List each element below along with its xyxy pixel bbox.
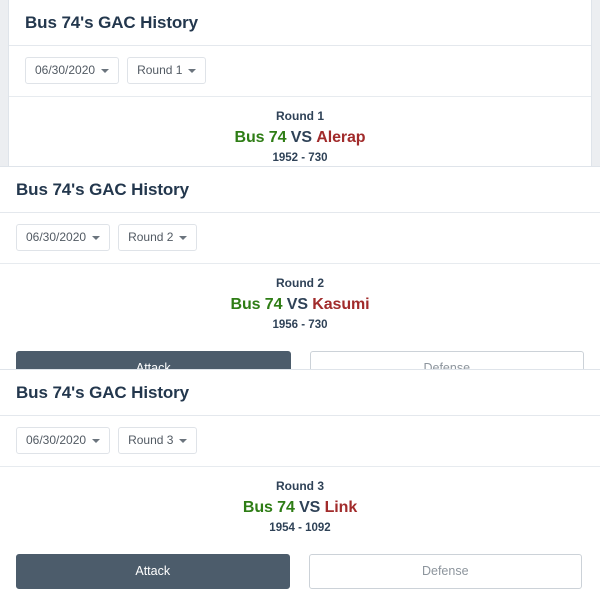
match-round-label: Round 3 [276,479,324,493]
page-title: Bus 74's GAC History [25,13,199,32]
round-dropdown[interactable]: Round 3 [118,427,198,454]
gac-history-card-3: Bus 74's GAC History 06/30/2020 Round 3 … [0,369,600,603]
filter-bar: 06/30/2020 Round 2 [0,213,600,264]
caret-down-icon [92,439,101,443]
team-self-name: Bus 74 [242,498,295,516]
date-dropdown[interactable]: 06/30/2020 [16,427,111,454]
card-header: Bus 74's GAC History [9,0,591,46]
card-header: Bus 74's GAC History [0,167,600,213]
gac-history-card-2: Bus 74's GAC History 06/30/2020 Round 2 … [0,166,600,402]
filter-bar: 06/30/2020 Round 3 [0,416,600,467]
match-teams: Bus 74 VS Link [16,497,584,518]
match-teams: Bus 74 VS Alerap [25,127,575,148]
attack-button[interactable]: Attack [16,554,290,590]
date-dropdown-label: 06/30/2020 [26,230,87,244]
page-title: Bus 74's GAC History [16,383,190,402]
round-dropdown[interactable]: Round 2 [118,224,198,251]
team-self-name: Bus 74 [230,295,283,313]
defense-button[interactable]: Defense [308,554,582,590]
vs-label: VS [299,498,321,516]
caret-down-icon [179,236,188,240]
caret-down-icon [188,69,197,73]
match-summary: Round 2 Bus 74 VS Kasumi 1956 - 730 [16,276,584,333]
round-dropdown[interactable]: Round 1 [127,57,207,84]
team-rival-name: Link [324,498,358,516]
caret-down-icon [179,439,188,443]
gac-history-card-1: Bus 74's GAC History 06/30/2020 Round 1 … [8,0,592,178]
round-dropdown-label: Round 2 [128,230,174,244]
action-buttons: Attack Defense [0,546,600,603]
card-header: Bus 74's GAC History [0,370,600,416]
caret-down-icon [92,236,101,240]
filter-bar: 06/30/2020 Round 1 [9,46,591,97]
match-score: 1956 - 730 [272,318,328,331]
team-self-name: Bus 74 [234,128,287,146]
page-title: Bus 74's GAC History [16,180,190,199]
match-score: 1952 - 730 [272,151,328,164]
match-score: 1954 - 1092 [269,521,331,534]
card-body: Round 3 Bus 74 VS Link 1954 - 1092 [0,467,600,546]
match-summary: Round 3 Bus 74 VS Link 1954 - 1092 [16,479,584,536]
match-round-label: Round 1 [276,109,324,123]
team-rival-name: Kasumi [312,295,370,313]
match-summary: Round 1 Bus 74 VS Alerap 1952 - 730 [25,109,575,166]
team-rival-name: Alerap [316,128,366,146]
date-dropdown[interactable]: 06/30/2020 [25,57,120,84]
date-dropdown-label: 06/30/2020 [26,433,87,447]
date-dropdown[interactable]: 06/30/2020 [16,224,111,251]
round-dropdown-label: Round 3 [128,433,174,447]
match-round-label: Round 2 [276,276,324,290]
caret-down-icon [101,69,110,73]
match-teams: Bus 74 VS Kasumi [16,294,584,315]
vs-label: VS [286,295,308,313]
vs-label: VS [290,128,312,146]
card-body: Round 1 Bus 74 VS Alerap 1952 - 730 [9,97,591,176]
round-dropdown-label: Round 1 [137,63,183,77]
card-body: Round 2 Bus 74 VS Kasumi 1956 - 730 [0,264,600,343]
date-dropdown-label: 06/30/2020 [35,63,96,77]
